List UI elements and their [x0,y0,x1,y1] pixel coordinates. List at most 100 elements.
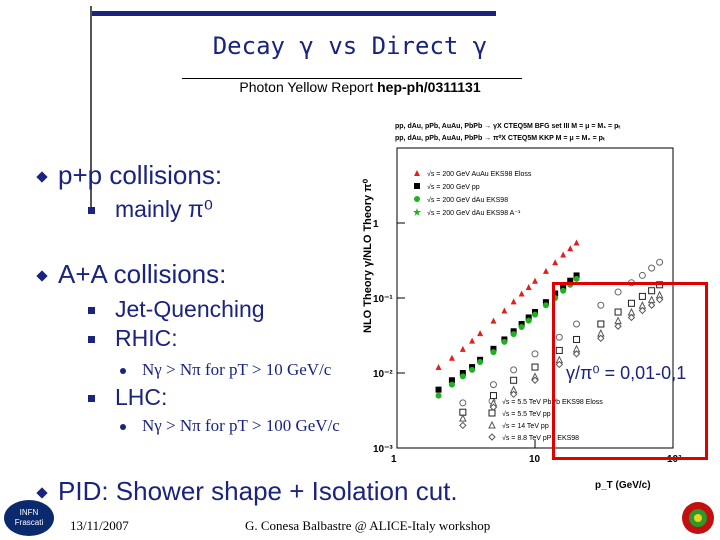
data-point [525,314,532,321]
bullet-aa-sub2-text: RHIC: [115,325,178,351]
data-point [647,301,656,309]
data-point [510,331,517,338]
bullet-lhc-detail: Nγ > Nπ for pT > 100 GeV/c [120,416,340,436]
data-point [510,366,518,374]
bullet-aa-sub1: Jet-Quenching [88,296,265,323]
data-point [627,299,635,307]
data-point [573,275,580,282]
data-point [501,338,508,345]
data-point [542,299,549,306]
bullet-pp: p+p collisions: [36,160,223,191]
top-rule [90,11,496,16]
x-tick-label: 10 [529,454,541,465]
bullet-aa: A+A collisions: [36,259,226,290]
data-point [597,320,605,328]
data-point [542,302,549,309]
logo-line1: INFN [19,508,39,517]
data-point [448,377,455,384]
data-point [459,373,466,380]
square-bullet-icon [88,336,95,344]
data-point [469,366,476,373]
legend-bottom-label: √s = 5.5 TeV pp [502,410,551,418]
data-point [573,239,580,246]
data-point [597,334,605,343]
data-point [560,251,567,258]
ratio-label: γ/π⁰ = 0,01-0,1 [566,363,687,383]
data-point [490,317,497,324]
data-point [567,277,574,284]
data-point [627,313,636,322]
data-point [489,403,498,411]
data-point [597,301,605,309]
data-point [567,245,574,252]
square-bullet-icon [88,307,95,315]
data-point [448,354,455,361]
bullet-rhic-detail-text: Nγ > Nπ for pT > 10 GeV/c [142,360,332,379]
data-point [655,295,664,304]
subtitle-prefix: Photon Yellow Report [239,79,374,95]
slide-subtitle: Photon Yellow Report hep-ph/0311131 [170,79,550,95]
data-point [638,306,647,315]
bullet-pp-text: p+p collisions: [58,160,223,190]
y-tick-label: 10⁻³ [373,444,393,455]
data-point [573,335,581,343]
data-point [532,311,538,318]
data-point [656,258,664,266]
legend-top-label: √s = 200 GeV dAu EKS98 A⁻¹ [427,209,521,217]
bullet-aa-sub1-text: Jet-Quenching [115,296,265,322]
data-point [510,298,517,305]
bullet-pp-sub-text: mainly π⁰ [115,196,213,222]
square-bullet-icon [88,207,95,215]
data-point [525,317,532,324]
data-point [509,390,518,399]
data-point [490,345,497,352]
data-point [518,321,525,328]
data-point [448,381,455,388]
logo-line2: Frascati [14,518,44,527]
slide-title: Decay γ vs Direct γ [212,32,488,60]
data-point [552,290,559,297]
data-point [614,322,622,330]
data-point [573,272,580,279]
data-point [525,284,532,291]
data-point [572,350,581,358]
legend-bottom-label: √s = 14 TeV pp [502,422,549,430]
x-axis-label: p_T (GeV/c) [595,480,651,491]
dot-bullet-icon [120,368,126,375]
data-point [488,409,496,417]
data-point [532,277,538,284]
chart-frame [396,147,674,449]
y-tick-label: 10⁻¹ [373,294,393,305]
data-point [614,308,622,316]
data-point [459,345,466,352]
data-point [531,376,539,384]
data-point [413,208,421,216]
data-point [518,324,525,331]
data-point [459,370,466,376]
data-point [477,359,484,366]
data-point [555,333,563,341]
data-point [459,421,467,430]
data-point [648,287,656,295]
y-axis-label: NLO Theory γ/NLO Theory π⁰ [362,178,374,333]
chart-title-line: pp, dAu, pPb, AuAu, PbPb → π⁰X CTEQ5M KK… [395,134,605,142]
data-point [531,363,539,371]
legend-bottom-label: √s = 8.8 TeV pPb EKS98 [502,434,579,442]
bullet-lhc-detail-text: Nγ > Nπ for pT > 100 GeV/c [142,416,340,435]
legend-top-label: √s = 200 GeV AuAu EKS98 Eloss [427,170,532,178]
data-point [459,414,467,422]
data-point [555,346,563,354]
data-point [435,392,442,399]
data-point [552,259,559,266]
data-point [501,307,508,314]
data-point [489,381,497,389]
data-point [488,433,496,441]
chart-marks [435,239,664,430]
legend-top-label: √s = 200 GeV pp [427,183,480,191]
data-point [414,196,420,202]
data-point [648,264,656,272]
legend-top-label: √s = 200 GeV dAu EKS98 [427,196,508,204]
data-point [638,271,646,279]
